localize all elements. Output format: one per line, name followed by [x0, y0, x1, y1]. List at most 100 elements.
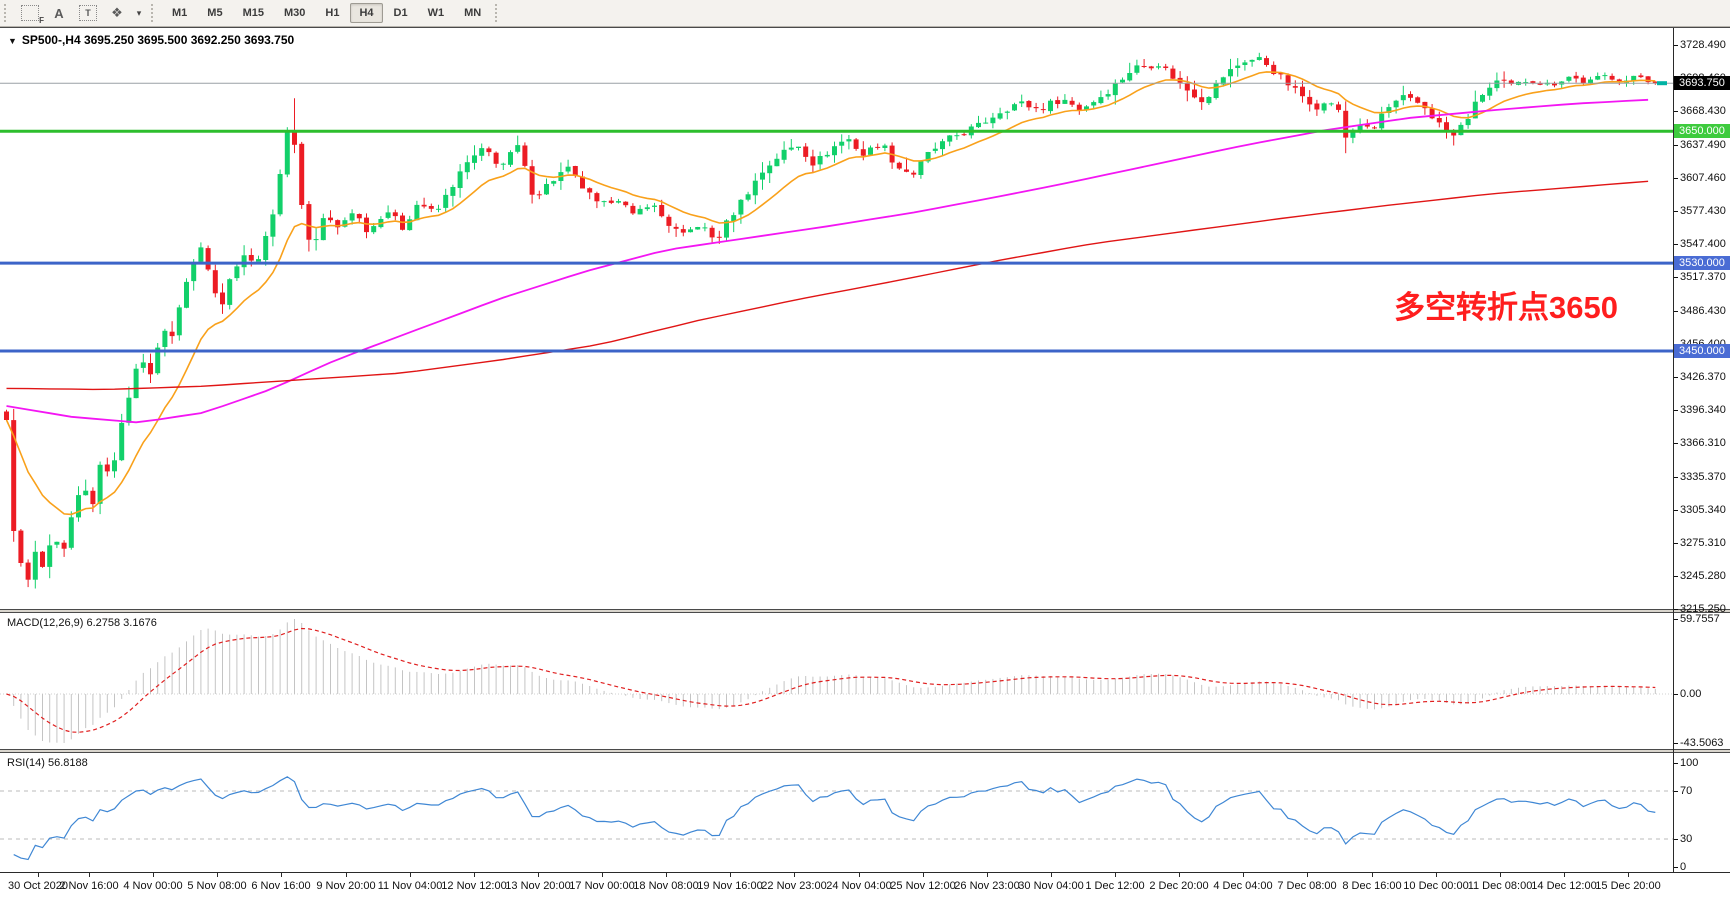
rsi-panel-canvas[interactable] [0, 753, 1673, 872]
rsi-indicator-label: RSI(14) 56.8188 [7, 757, 88, 769]
price-axis[interactable]: 3728.4903698.4603668.4303637.4903607.460… [1674, 28, 1730, 898]
chart-title-text: SP500-,H4 3695.250 3695.500 3692.250 369… [21, 33, 295, 47]
price-tick-mark [1674, 145, 1678, 146]
time-tick-label: 11 Dec 08:00 [1467, 880, 1533, 892]
time-tick-label: 18 Nov 08:00 [633, 880, 699, 892]
time-tick-label: 13 Nov 20:00 [505, 880, 571, 892]
time-tick-mark [217, 873, 218, 877]
text-box-tool-icon[interactable]: T [79, 5, 97, 21]
price-tick-mark [1674, 211, 1678, 212]
time-tick-label: 9 Nov 20:00 [316, 880, 376, 892]
price-chart-canvas[interactable]: 多空转折点3650 [0, 28, 1673, 609]
timeframe-button-mn[interactable]: MN [464, 7, 482, 19]
time-tick-mark [346, 873, 347, 877]
symbol-dropdown-icon[interactable]: ▼ [8, 36, 17, 46]
rsi-axis-label-tick [1674, 791, 1678, 792]
price-tick-mark [1674, 477, 1678, 478]
time-tick-mark [1243, 873, 1244, 877]
level-price-tag: 3530.000 [1674, 256, 1730, 270]
time-tick-label: 12 Nov 12:00 [441, 880, 507, 892]
price-tick-mark [1674, 410, 1678, 411]
time-tick-label: 8 Dec 16:00 [1342, 880, 1402, 892]
time-tick-mark [1051, 873, 1052, 877]
macd-panel-canvas[interactable] [0, 613, 1673, 749]
price-tick-mark [1674, 111, 1678, 112]
shapes-dropdown-icon[interactable]: ▾ [136, 7, 142, 18]
time-tick-mark [89, 873, 90, 877]
time-tick-label: 26 Nov 23:00 [954, 880, 1020, 892]
time-tick-label: 25 Nov 12:00 [890, 880, 956, 892]
price-tick-label: 3366.310 [1680, 437, 1726, 449]
timeframe-button-d1[interactable]: D1 [393, 7, 408, 19]
medium-ma-line [6, 98, 1649, 424]
timeframe-button-w1[interactable]: W1 [427, 7, 445, 19]
chart-title: ▼ SP500-,H4 3695.250 3695.500 3692.250 36… [8, 33, 294, 47]
time-tick-mark [38, 873, 39, 877]
price-tick-label: 3517.370 [1680, 271, 1726, 283]
macd-axis-label: -43.5063 [1680, 737, 1724, 749]
macd-axis-label-tick [1674, 619, 1678, 620]
time-tick-label: 24 Nov 04:00 [826, 880, 892, 892]
time-tick-label: 2 Dec 20:00 [1149, 880, 1209, 892]
price-tick-label: 3275.310 [1680, 537, 1726, 549]
time-tick-label: 30 Oct 2020 [8, 880, 68, 892]
time-tick-label: 6 Nov 16:00 [251, 880, 311, 892]
price-tick-label: 3305.340 [1680, 504, 1726, 516]
annotation-text: 多空转折点3650 [1394, 290, 1618, 325]
fast-ma-line [5, 71, 1656, 516]
price-tick-label: 3215.250 [1680, 603, 1726, 615]
toolbar-grip [151, 4, 158, 22]
macd-axis-label: 0.00 [1680, 688, 1702, 700]
price-tick-label: 3637.490 [1680, 139, 1726, 151]
chart-region: ▼ SP500-,H4 3695.250 3695.500 3692.250 36… [0, 27, 1730, 898]
price-tick-label: 3426.370 [1680, 371, 1726, 383]
time-tick-mark [1372, 873, 1373, 877]
toolbar-grip [495, 4, 502, 22]
time-tick-mark [859, 873, 860, 877]
price-tick-label: 3396.340 [1680, 404, 1726, 416]
price-tick-label: 3547.400 [1680, 238, 1726, 250]
time-tick-mark [730, 873, 731, 877]
level-price-tag: 3650.000 [1674, 124, 1730, 138]
time-axis[interactable]: 30 Oct 2020 2 Nov 16:00 4 Nov 00:00 5 Nov 0… [0, 872, 1730, 898]
time-tick-mark [666, 873, 667, 877]
macd-signal-line [6, 627, 1656, 733]
panel-splitter[interactable] [0, 749, 1730, 753]
price-tick-mark [1674, 178, 1678, 179]
panel-splitter[interactable] [0, 609, 1730, 613]
time-tick-mark [281, 873, 282, 877]
time-tick-mark [1628, 873, 1629, 877]
time-tick-label: 5 Nov 08:00 [187, 880, 247, 892]
time-tick-mark [987, 873, 988, 877]
time-tick-mark [1307, 873, 1308, 877]
dotted-frame-f-icon[interactable]: F [21, 5, 44, 25]
price-tick-mark [1674, 244, 1678, 245]
time-tick-mark [923, 873, 924, 877]
timeframe-button-m15[interactable]: M15 [242, 7, 264, 19]
timeframe-button-h1[interactable]: H1 [325, 7, 340, 19]
rsi-axis-label-tick [1674, 867, 1678, 868]
shapes-tool-icon[interactable]: ❖ [111, 5, 123, 20]
current-price-tag: 3693.750 [1674, 76, 1730, 90]
rsi-axis-label: 30 [1680, 833, 1693, 845]
macd-axis-label-tick [1674, 694, 1678, 695]
rsi-axis-label-tick [1674, 763, 1678, 764]
timeframe-button-m1[interactable]: M1 [172, 7, 188, 19]
text-label-tool-icon[interactable]: A [54, 5, 64, 21]
time-tick-label: 2 Nov 16:00 [59, 880, 119, 892]
price-tick-mark [1674, 277, 1678, 278]
timeframe-button-m5[interactable]: M5 [207, 7, 223, 19]
timeframe-button-h4[interactable]: H4 [350, 3, 383, 23]
price-tick-label: 3668.430 [1680, 105, 1726, 117]
price-tick-mark [1674, 443, 1678, 444]
price-tick-mark [1674, 543, 1678, 544]
price-tick-mark [1674, 576, 1678, 577]
rsi-axis-label: 70 [1680, 785, 1693, 797]
timeframe-button-m30[interactable]: M30 [283, 7, 306, 19]
time-tick-label: 17 Nov 00:00 [569, 880, 635, 892]
time-tick-label: 30 Nov 04:00 [1018, 880, 1084, 892]
price-tick-mark [1674, 609, 1678, 610]
time-tick-mark [1115, 873, 1116, 877]
time-tick-mark [1179, 873, 1180, 877]
